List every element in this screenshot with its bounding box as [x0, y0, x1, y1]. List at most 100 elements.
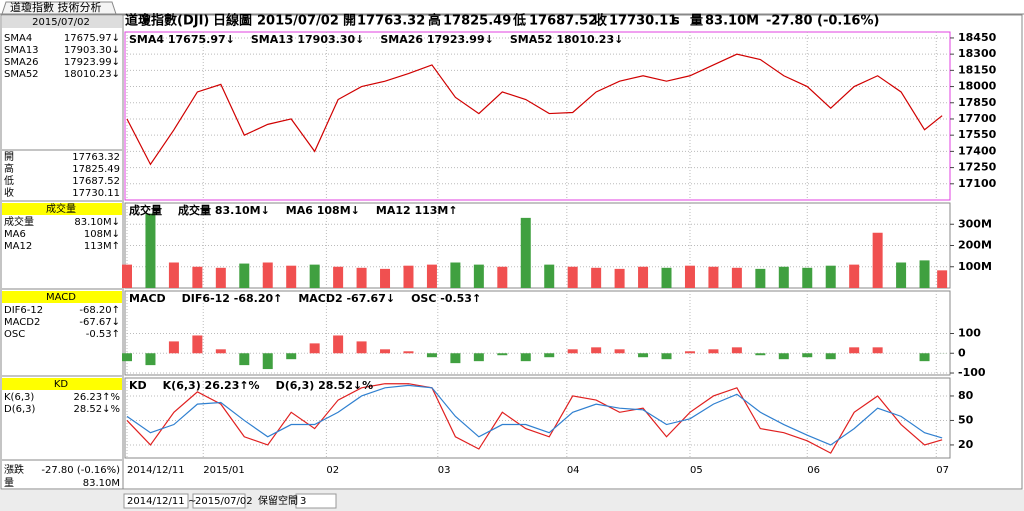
- bar: [708, 349, 719, 354]
- bar: [473, 353, 484, 362]
- section-value: 113M↑: [84, 241, 120, 252]
- header-item: 17730.11: [609, 14, 677, 29]
- header-item: 17763.32: [357, 14, 425, 29]
- ohlc-label: 開: [4, 151, 14, 163]
- y-tick-label: 18150: [958, 63, 997, 76]
- bar: [661, 267, 672, 288]
- y-tick-label: 20: [958, 438, 974, 451]
- header-item: 高: [428, 13, 441, 29]
- x-tick-label: 07: [936, 465, 949, 476]
- bar: [778, 353, 789, 360]
- bar: [426, 264, 437, 288]
- series-line: [126, 383, 943, 454]
- y-tick-label: -100: [958, 366, 986, 379]
- bar: [684, 265, 695, 288]
- section-label: OSC: [4, 329, 25, 340]
- bar: [638, 353, 649, 358]
- bar: [380, 349, 391, 354]
- sma-label: SMA4: [4, 33, 32, 44]
- x-tick-label: 2015/01: [203, 465, 245, 476]
- sma-value: 17923.99↓: [64, 57, 120, 68]
- panel-legend: MACD: [129, 292, 166, 305]
- bar: [262, 353, 273, 370]
- bar: [356, 341, 367, 354]
- bar: [849, 264, 860, 288]
- section-title: 成交量: [46, 202, 76, 215]
- x-tick-label: 06: [807, 465, 820, 476]
- bar: [937, 270, 948, 288]
- header-item: 低: [512, 13, 526, 29]
- bar: [661, 353, 672, 360]
- bar: [380, 268, 391, 288]
- bar: [919, 353, 930, 362]
- to-date[interactable]: 2015/07/02: [195, 496, 253, 507]
- section-header: [2, 378, 122, 390]
- tab[interactable]: [1, 1, 117, 15]
- count[interactable]: 3: [300, 496, 306, 507]
- bar: [122, 353, 132, 362]
- x-tick-label: 05: [690, 465, 703, 476]
- bar: [309, 343, 320, 354]
- sma-label: SMA26: [4, 57, 39, 68]
- bar: [286, 265, 297, 288]
- bar: [168, 262, 179, 288]
- bar: [239, 263, 250, 288]
- to-box[interactable]: [192, 493, 246, 509]
- panel-legend: KD: [129, 379, 147, 392]
- bar: [239, 353, 250, 366]
- bar: [426, 353, 437, 358]
- bar: [919, 260, 930, 288]
- series-line: [126, 53, 943, 166]
- section-label: MA12: [4, 241, 32, 252]
- sma-value: 17675.97↓: [64, 33, 120, 44]
- y-tick-label: 18000: [958, 80, 997, 93]
- x-tick-label: 2014/12/11: [127, 465, 185, 476]
- section-label: 成交量: [4, 215, 34, 228]
- date-header: [2, 16, 122, 28]
- bar: [614, 349, 625, 354]
- bar: [755, 268, 766, 288]
- bar: [825, 353, 836, 360]
- y-tick-label: 17100: [958, 177, 997, 190]
- header-item: -27.80 (-0.16%): [766, 14, 879, 29]
- section-label: MACD2: [4, 317, 40, 328]
- header-item: 17687.52: [529, 14, 597, 29]
- bar: [215, 349, 226, 354]
- bar: [872, 232, 883, 288]
- ohlc-value: 17730.11: [72, 188, 120, 199]
- y-tick-label: 18450: [958, 31, 997, 44]
- bar: [192, 335, 203, 354]
- panel-legend: MA6 108M↓: [286, 204, 360, 217]
- main-frame: [0, 14, 1023, 490]
- bar: [591, 267, 602, 288]
- panel-legend: K(6,3) 26.23↑%: [163, 379, 260, 392]
- from-date[interactable]: 2014/12/11: [127, 496, 185, 507]
- x-tick-label: 04: [567, 465, 580, 476]
- header-item: s: [672, 14, 680, 29]
- section-value: 108M↓: [84, 229, 120, 240]
- change-value: -27.80 (-0.16%): [41, 465, 120, 476]
- tab-title[interactable]: 道瓊指數 技術分析: [10, 0, 102, 14]
- section-value: -68.20↑: [79, 305, 120, 316]
- bar: [567, 349, 578, 354]
- bar: [544, 353, 555, 358]
- header-item: 收: [594, 13, 608, 29]
- header-item: 開: [343, 14, 356, 29]
- ohlc-label: 低: [4, 174, 14, 187]
- y-tick-label: 17550: [958, 128, 997, 141]
- bar: [215, 267, 226, 288]
- volume-value: 83.10M: [83, 478, 120, 489]
- header-item: 日線圖: [213, 13, 252, 29]
- bar: [708, 266, 719, 288]
- section-label: K(6,3): [4, 392, 34, 403]
- panel-legend: 成交量 83.10M↓: [178, 203, 270, 217]
- from-box[interactable]: [123, 493, 189, 509]
- panel-legend: DIF6-12 -68.20↑: [182, 292, 283, 305]
- bar: [614, 268, 625, 288]
- side-date: 2015/07/02: [32, 17, 90, 28]
- count-box[interactable]: [295, 493, 337, 509]
- bar: [497, 353, 508, 356]
- ohlc-value: 17763.32: [72, 152, 120, 163]
- bar: [778, 266, 789, 288]
